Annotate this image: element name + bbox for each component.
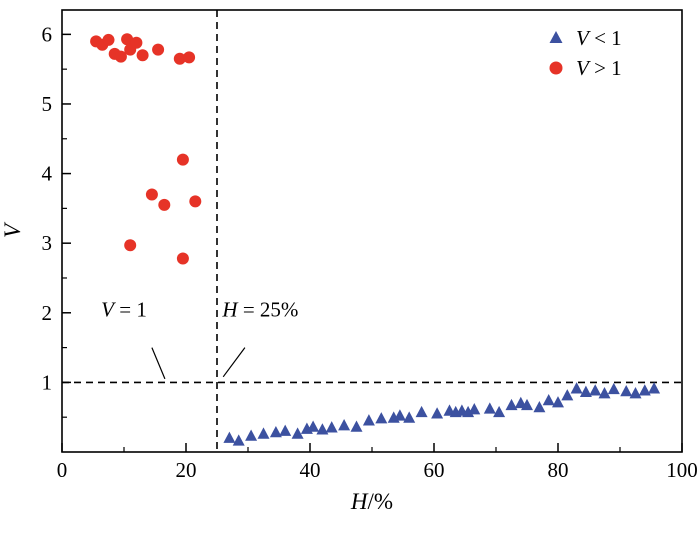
data-point-circle	[176, 252, 189, 265]
data-point-triangle	[316, 423, 329, 435]
data-point-circle	[173, 52, 186, 65]
data-point-triangle	[403, 411, 416, 423]
data-point-triangle	[291, 427, 304, 439]
data-point-triangle	[620, 384, 633, 397]
legend-marker-circle	[549, 61, 563, 75]
data-point-triangle	[505, 398, 518, 411]
y-tick-label: 1	[42, 370, 53, 394]
data-point-triangle	[325, 421, 338, 433]
data-point-triangle	[598, 387, 611, 399]
data-point-triangle	[338, 419, 351, 431]
data-point-triangle	[350, 420, 363, 432]
annotation-label: H = 25%	[221, 297, 298, 321]
data-point-triangle	[279, 424, 292, 436]
annotation-leader-line	[222, 347, 246, 378]
data-point-triangle	[223, 431, 236, 443]
data-point-triangle	[232, 434, 245, 446]
data-point-circle	[145, 188, 158, 201]
data-point-triangle	[415, 405, 428, 418]
data-point-triangle	[468, 403, 481, 415]
legend-label: V < 1	[576, 26, 622, 50]
data-point-triangle	[552, 396, 564, 408]
annotation-leader-line	[151, 347, 166, 380]
data-point-triangle	[570, 382, 583, 394]
y-tick-label: 2	[42, 301, 53, 325]
data-point-triangle	[431, 407, 444, 419]
data-point-triangle	[307, 420, 320, 432]
data-point-triangle	[542, 393, 555, 406]
data-point-circle	[152, 43, 165, 56]
data-point-triangle	[375, 412, 388, 424]
data-point-circle	[124, 239, 137, 252]
data-point-circle	[130, 36, 143, 49]
y-tick-label: 3	[42, 231, 53, 255]
data-point-triangle	[638, 384, 651, 396]
data-point-triangle	[483, 402, 496, 414]
x-tick-label: 20	[176, 458, 197, 482]
x-tick-label: 60	[424, 458, 445, 482]
annotation-label: V = 1	[101, 297, 147, 321]
data-point-triangle	[245, 429, 258, 441]
data-point-circle	[176, 153, 189, 166]
y-tick-label: 6	[42, 22, 53, 46]
data-point-triangle	[589, 384, 602, 396]
y-axis-label: V	[0, 221, 25, 238]
x-tick-label: 0	[57, 458, 68, 482]
data-point-triangle	[648, 382, 661, 394]
data-point-triangle	[493, 405, 506, 418]
x-tick-label: 40	[300, 458, 321, 482]
data-point-triangle	[579, 385, 592, 397]
x-tick-label: 80	[548, 458, 569, 482]
data-point-triangle	[521, 398, 533, 411]
x-axis-label: H/%	[350, 489, 393, 514]
data-point-circle	[183, 51, 196, 64]
x-tick-label: 100	[666, 458, 698, 482]
data-point-triangle	[393, 409, 406, 421]
legend-label: V > 1	[576, 56, 622, 80]
data-point-triangle	[561, 389, 574, 401]
y-tick-label: 5	[42, 92, 53, 116]
data-point-triangle	[362, 414, 375, 426]
data-point-triangle	[269, 426, 282, 438]
y-tick-label: 4	[42, 162, 53, 186]
data-point-triangle	[257, 427, 270, 439]
data-point-circle	[102, 33, 115, 46]
legend-marker-triangle	[549, 31, 563, 43]
data-point-circle	[136, 49, 149, 62]
data-point-triangle	[629, 387, 642, 399]
data-point-circle	[121, 33, 134, 46]
data-point-triangle	[533, 400, 546, 413]
data-point-circle	[189, 195, 202, 208]
data-point-circle	[114, 50, 127, 63]
data-point-triangle	[607, 382, 620, 395]
data-point-circle	[158, 198, 171, 211]
